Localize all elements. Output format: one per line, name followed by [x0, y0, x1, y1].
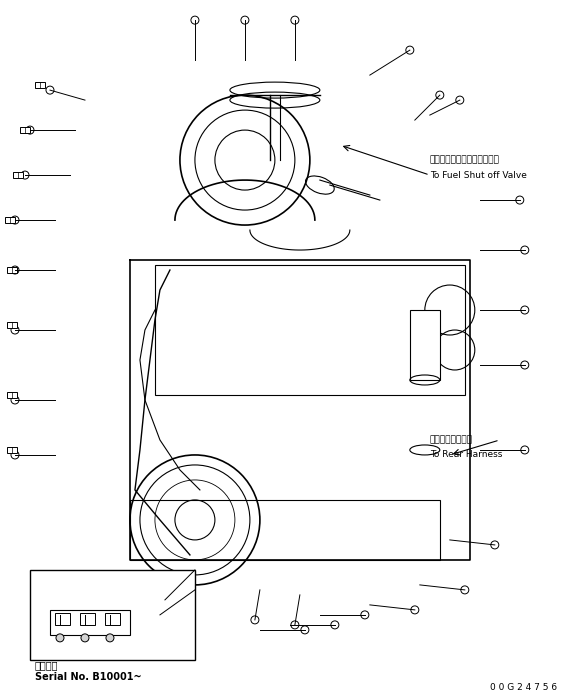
Text: Serial No. B10001~: Serial No. B10001~	[35, 672, 141, 682]
Bar	[410, 310, 440, 380]
Circle shape	[81, 634, 89, 642]
Bar	[7, 447, 17, 453]
Bar	[35, 82, 45, 88]
Text: To Rear Harness: To Rear Harness	[430, 450, 502, 459]
Text: 通用号機: 通用号機	[35, 660, 59, 670]
Bar	[13, 172, 23, 178]
Bar	[105, 613, 120, 625]
Text: リヤーハーネスへ: リヤーハーネスへ	[430, 436, 473, 445]
Bar	[7, 392, 17, 398]
Bar	[130, 500, 440, 560]
Bar	[55, 613, 70, 625]
Text: To Fuel Shut off Valve: To Fuel Shut off Valve	[430, 170, 527, 179]
Bar	[5, 217, 15, 223]
Bar	[80, 613, 95, 625]
Text: フェルシャットオフバルブへ: フェルシャットオフバルブへ	[430, 156, 500, 165]
Bar	[7, 322, 17, 328]
Circle shape	[106, 634, 114, 642]
Bar	[30, 570, 195, 660]
Bar	[50, 610, 130, 635]
Bar	[20, 127, 30, 133]
Bar	[7, 267, 17, 273]
Text: 0 0 G 2 4 7 5 6: 0 0 G 2 4 7 5 6	[490, 683, 557, 692]
Bar	[155, 265, 465, 395]
Circle shape	[56, 634, 64, 642]
